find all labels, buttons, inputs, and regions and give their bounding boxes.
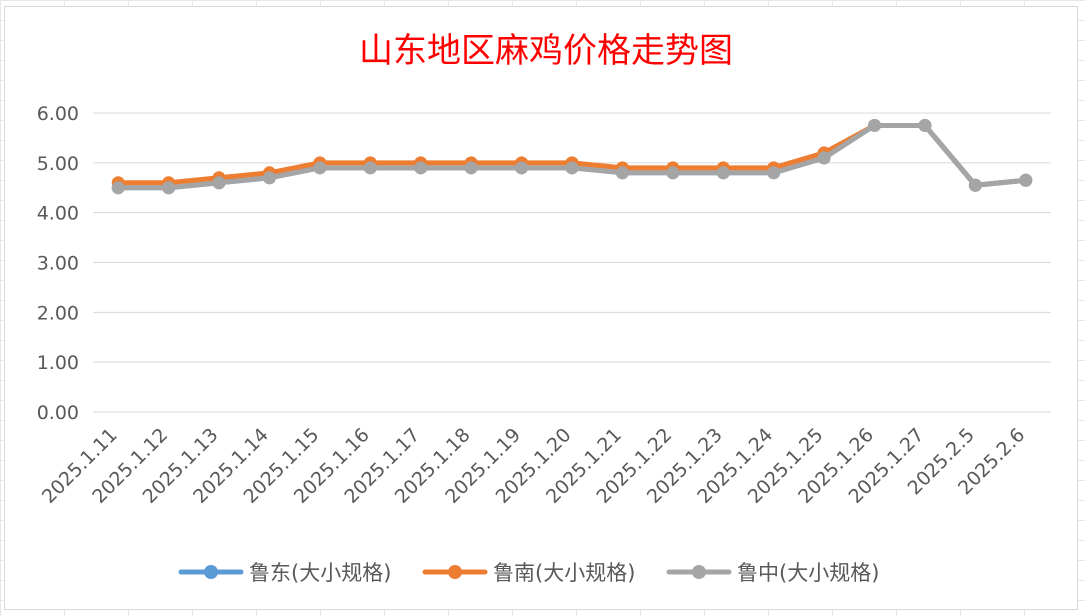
legend-swatch-marker xyxy=(448,565,462,579)
chart-container[interactable]: 山东地区麻鸡价格走势图 0.00 1.00 2.00 3.00 4.00 5.00 6.00… xyxy=(4,6,1078,610)
data-point[interactable] xyxy=(262,171,276,185)
data-point[interactable] xyxy=(414,161,428,175)
series-line xyxy=(115,122,1029,188)
data-point[interactable] xyxy=(767,166,781,180)
y-tick-label: 0.00 xyxy=(37,402,79,424)
legend-item[interactable]: 鲁中(大小规格) xyxy=(666,561,879,585)
y-tick-label: 2.00 xyxy=(37,302,79,324)
data-point[interactable] xyxy=(313,161,327,175)
gridlines xyxy=(93,112,1051,413)
series-lines xyxy=(111,118,1033,195)
chart-title: 山东地区麻鸡价格走势图 xyxy=(359,31,733,71)
legend-item[interactable]: 鲁东(大小规格) xyxy=(178,561,391,585)
y-tick-label: 4.00 xyxy=(37,203,79,225)
data-point[interactable] xyxy=(515,161,529,175)
legend-item[interactable]: 鲁南(大小规格) xyxy=(422,561,635,585)
legend-swatch-marker xyxy=(204,565,218,579)
data-point[interactable] xyxy=(666,166,680,180)
legend-label: 鲁中(大小规格) xyxy=(737,561,879,585)
y-tick-label: 6.00 xyxy=(37,103,79,125)
legend: 鲁东(大小规格) 鲁南(大小规格) 鲁中(大小规格) xyxy=(178,561,879,585)
y-tick-label: 5.00 xyxy=(37,153,79,175)
data-point[interactable] xyxy=(716,166,730,180)
data-point[interactable] xyxy=(565,161,579,175)
data-point[interactable] xyxy=(111,181,125,195)
data-point[interactable] xyxy=(615,166,629,180)
y-tick-label: 1.00 xyxy=(37,352,79,374)
legend-label: 鲁东(大小规格) xyxy=(249,561,391,585)
data-point[interactable] xyxy=(1019,173,1033,187)
data-point[interactable] xyxy=(464,161,478,175)
series-2 xyxy=(111,118,1033,195)
data-point[interactable] xyxy=(868,118,882,132)
y-tick-label: 3.00 xyxy=(37,253,79,275)
data-point[interactable] xyxy=(212,176,226,190)
data-point[interactable] xyxy=(817,151,831,165)
data-point[interactable] xyxy=(363,161,377,175)
data-point[interactable] xyxy=(918,118,932,132)
price-trend-line-chart: 山东地区麻鸡价格走势图 0.00 1.00 2.00 3.00 4.00 5.00 6.00… xyxy=(37,31,1051,585)
data-point[interactable] xyxy=(968,178,982,192)
x-axis-ticks: 2025.1.112025.1.122025.1.132025.1.142025… xyxy=(38,424,1030,508)
legend-swatch-marker xyxy=(692,565,706,579)
y-axis-ticks: 0.00 1.00 2.00 3.00 4.00 5.00 6.00 xyxy=(37,103,79,424)
legend-label: 鲁南(大小规格) xyxy=(493,561,635,585)
data-point[interactable] xyxy=(162,181,176,195)
